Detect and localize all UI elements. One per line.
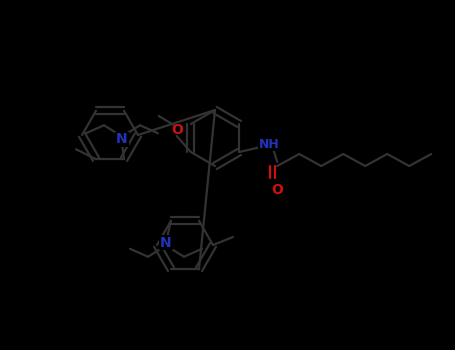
Text: N: N [160,236,172,250]
Text: N: N [116,132,128,146]
Text: O: O [271,183,283,197]
Text: NH: NH [259,138,280,150]
Text: O: O [171,123,183,137]
